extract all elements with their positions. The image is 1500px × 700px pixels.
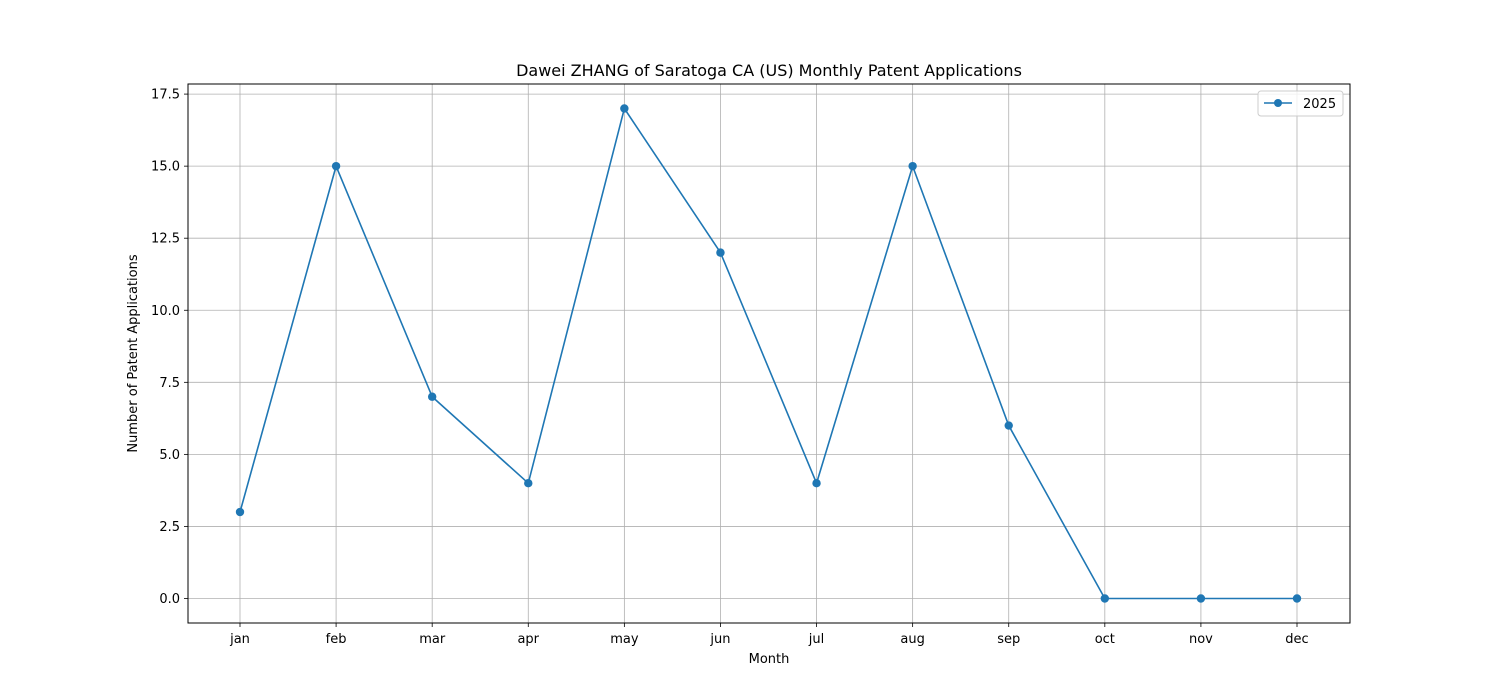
- x-tick-label: feb: [326, 632, 347, 647]
- x-axis-title: Month: [749, 652, 790, 667]
- legend-label: 2025: [1303, 97, 1336, 112]
- data-point: [1005, 421, 1013, 429]
- y-tick-label: 7.5: [159, 376, 180, 391]
- data-point: [1293, 594, 1301, 602]
- data-point: [428, 393, 436, 401]
- legend-point-marker: [1274, 99, 1282, 107]
- x-tick-label: apr: [517, 632, 539, 647]
- data-point: [524, 479, 532, 487]
- y-tick-label: 17.5: [151, 88, 180, 103]
- data-point: [1197, 594, 1205, 602]
- data-point: [332, 162, 340, 170]
- y-tick-label: 12.5: [151, 232, 180, 247]
- x-tick-label: oct: [1095, 632, 1115, 647]
- x-tick-label: jul: [808, 632, 824, 647]
- data-point: [812, 479, 820, 487]
- legend: 2025: [1258, 91, 1343, 116]
- y-axis-title: Number of Patent Applications: [126, 254, 141, 452]
- data-point: [908, 162, 916, 170]
- x-tick-label: jun: [709, 632, 730, 647]
- x-tick-label: sep: [997, 632, 1020, 647]
- y-tick-label: 10.0: [151, 304, 180, 319]
- y-tick-label: 0.0: [159, 592, 180, 607]
- x-tick-label: nov: [1189, 632, 1213, 647]
- y-tick-label: 5.0: [159, 448, 180, 463]
- x-tick-label: aug: [900, 632, 924, 647]
- x-tick-label: mar: [419, 632, 446, 647]
- y-tick-label: 2.5: [159, 520, 180, 535]
- x-tick-label: dec: [1285, 632, 1308, 647]
- x-tick-label: may: [610, 632, 639, 647]
- chart: jan feb mar apr may jun jul aug sep oct nov dec 0.0 2…: [0, 0, 1500, 700]
- data-point: [236, 508, 244, 516]
- data-point: [1101, 594, 1109, 602]
- data-point: [620, 104, 628, 112]
- chart-title: Dawei ZHANG of Saratoga CA (US) Monthly …: [516, 61, 1022, 80]
- y-tick-label: 15.0: [151, 160, 180, 175]
- x-tick-label: jan: [229, 632, 250, 647]
- data-point: [716, 248, 724, 256]
